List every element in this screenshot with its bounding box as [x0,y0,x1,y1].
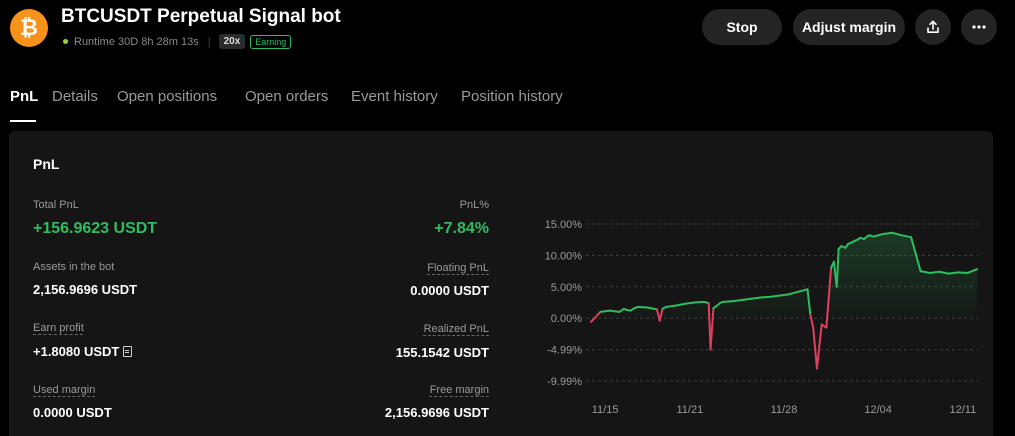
pnl-line-segment [919,270,931,274]
pnl-line-segment [599,309,611,313]
tab-details[interactable]: Details [52,88,98,105]
x-tick-label: 11/15 [592,404,619,416]
panel-title: PnL [33,156,60,172]
pnl-line-segment [900,234,913,239]
tab-bar: PnL Details Open positions Open orders E… [0,88,1015,124]
pnl-line-segment [768,294,781,298]
pnl-line-segment [778,293,790,297]
status-badge: Earning [250,34,292,49]
earn-profit-value: +1.8080 USDT [33,344,133,359]
free-margin-label[interactable]: Free margin [429,384,489,396]
bot-meta: Runtime 30D 8h 28m 13s | 20x Earning [63,34,292,49]
pnl-line-segment [674,302,687,307]
pnl-line-segment [693,300,705,304]
running-dot-icon [63,39,68,44]
stop-button[interactable]: Stop [702,9,782,45]
tab-position-history[interactable]: Position history [461,88,563,105]
pnl-line-segment [881,231,894,236]
pnl-panel: PnL Total PnL +156.9623 USDT PnL% +7.84%… [9,131,993,436]
pnl-line-segment [608,309,621,313]
x-tick-label: 12/11 [950,404,977,416]
y-tick-label: 10.00% [545,250,583,262]
divider: | [207,35,211,48]
pnl-line-segment [910,236,922,273]
pnl-line-segment [709,307,715,351]
pnl-line-segment [665,304,677,308]
pnl-line-segment [928,270,941,274]
floating-pnl-value: 0.0000 USDT [410,283,489,298]
tab-open-positions[interactable]: Open positions [117,88,218,105]
pnl-line-segment [835,248,840,288]
earn-profit-label[interactable]: Earn profit [33,322,84,334]
tab-open-orders[interactable]: Open orders [245,88,329,105]
y-tick-label: -4.99% [547,345,582,357]
pnl-percent-label: PnL% [459,199,489,211]
y-tick-label: 15.00% [545,219,583,231]
document-icon[interactable] [123,346,133,357]
bot-header: ₿ BTCUSDT Perpetual Signal bot Runtime 3… [0,0,1015,58]
x-tick-label: 11/28 [771,404,798,416]
y-tick-label: 5.00% [551,282,582,294]
pnl-line-segment [787,290,800,296]
y-tick-label: -9.99% [547,376,582,388]
pnl-chart[interactable]: 15.00% 10.00% 5.00% 0.00% -4.99% -9.99% 11/15 1… [519,209,989,424]
more-icon [972,25,986,29]
bot-title: BTCUSDT Perpetual Signal bot [61,6,341,27]
pnl-line-segment [957,271,969,274]
pnl-line-segment [740,297,753,301]
tab-pnl[interactable]: PnL [10,88,39,105]
floating-pnl-label[interactable]: Floating PnL [427,262,489,274]
total-pnl-value: +156.9623 USDT [33,220,158,237]
pnl-line-segment [658,307,664,322]
y-tick-label: 0.00% [551,313,582,325]
pnl-line-segment [938,270,950,275]
pnl-line-segment [590,310,602,323]
active-tab-indicator [10,120,36,122]
pnl-line-segment [825,266,833,329]
pnl-line-segment [812,326,818,370]
pnl-percent-value: +7.84% [434,220,489,237]
assets-value: 2,156.9696 USDT [33,282,138,297]
more-button[interactable] [961,9,997,45]
leverage-badge: 20x [218,34,246,49]
pnl-line-segment [966,268,978,274]
pnl-line-segment [806,288,812,317]
pnl-line-segment [637,305,649,309]
pnl-line-segment [750,296,762,300]
used-margin-value: 0.0000 USDT [33,405,112,420]
total-pnl-label: Total PnL [33,199,79,211]
pnl-line-segment [646,306,658,311]
pnl-area [591,232,977,319]
assets-label: Assets in the bot [33,261,115,273]
adjust-margin-button[interactable]: Adjust margin [793,9,905,45]
pnl-line-segment [947,271,960,275]
pnl-line-segment [809,314,815,329]
pnl-line-segment [721,300,734,303]
tab-event-history[interactable]: Event history [351,88,438,105]
x-tick-label: 11/21 [676,404,703,416]
free-margin-value: 2,156.9696 USDT [384,405,489,420]
x-tick-label: 12/04 [864,404,892,416]
pnl-line-segment [684,301,696,305]
realized-pnl-label[interactable]: Realized PnL [423,323,489,335]
share-button[interactable] [915,9,951,45]
pnl-line-segment [797,288,809,293]
pnl-line-segment [872,233,884,238]
share-icon [927,20,939,33]
pnl-line-segment [815,323,823,370]
pnl-line-segment [891,231,903,237]
realized-pnl-value: 155.1542 USDT [395,345,489,360]
runtime-text: Runtime 30D 8h 28m 13s [74,35,199,48]
bitcoin-icon: ₿ [10,9,48,47]
pnl-line-segment [731,298,743,303]
used-margin-label[interactable]: Used margin [33,384,96,396]
earn-profit-amount: +1.8080 USDT [33,344,120,359]
pnl-line-segment [759,295,771,299]
